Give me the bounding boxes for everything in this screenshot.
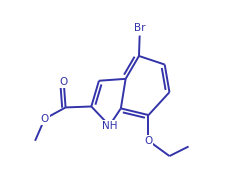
Text: Br: Br <box>134 23 146 33</box>
Text: O: O <box>41 114 49 124</box>
Text: O: O <box>59 77 68 87</box>
Text: O: O <box>144 136 153 146</box>
Text: NH: NH <box>102 121 117 131</box>
